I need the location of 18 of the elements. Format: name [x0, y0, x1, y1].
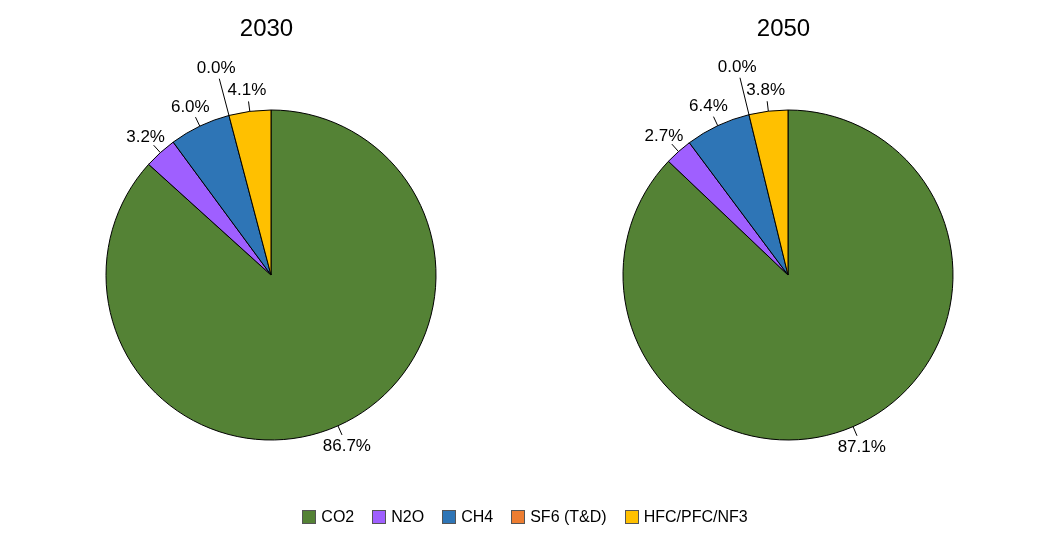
- chart-title: 2030: [238, 14, 295, 42]
- data-label: 86.7%: [322, 436, 371, 456]
- text: 0.0%: [196, 57, 236, 77]
- pie-slice: [622, 109, 954, 441]
- data-label: 87.1%: [837, 437, 886, 457]
- data-label: 3.2%: [126, 126, 165, 146]
- legend-label: HFC/PFC/NF3: [643, 508, 748, 526]
- legend-label: SF6 (T&D): [530, 508, 607, 526]
- legend-label: CH4: [461, 508, 494, 526]
- legend-label: N2O: [391, 508, 425, 526]
- data-label: 4.1%: [227, 80, 267, 100]
- text: 0.0%: [717, 56, 757, 76]
- data-label: 2.7%: [644, 125, 684, 145]
- chart-title: 2050: [755, 14, 812, 42]
- data-label: 6.0%: [170, 96, 210, 116]
- legend-label: CO2: [321, 508, 355, 526]
- data-label: 6.4%: [689, 96, 728, 116]
- data-label: 3.8%: [746, 79, 786, 99]
